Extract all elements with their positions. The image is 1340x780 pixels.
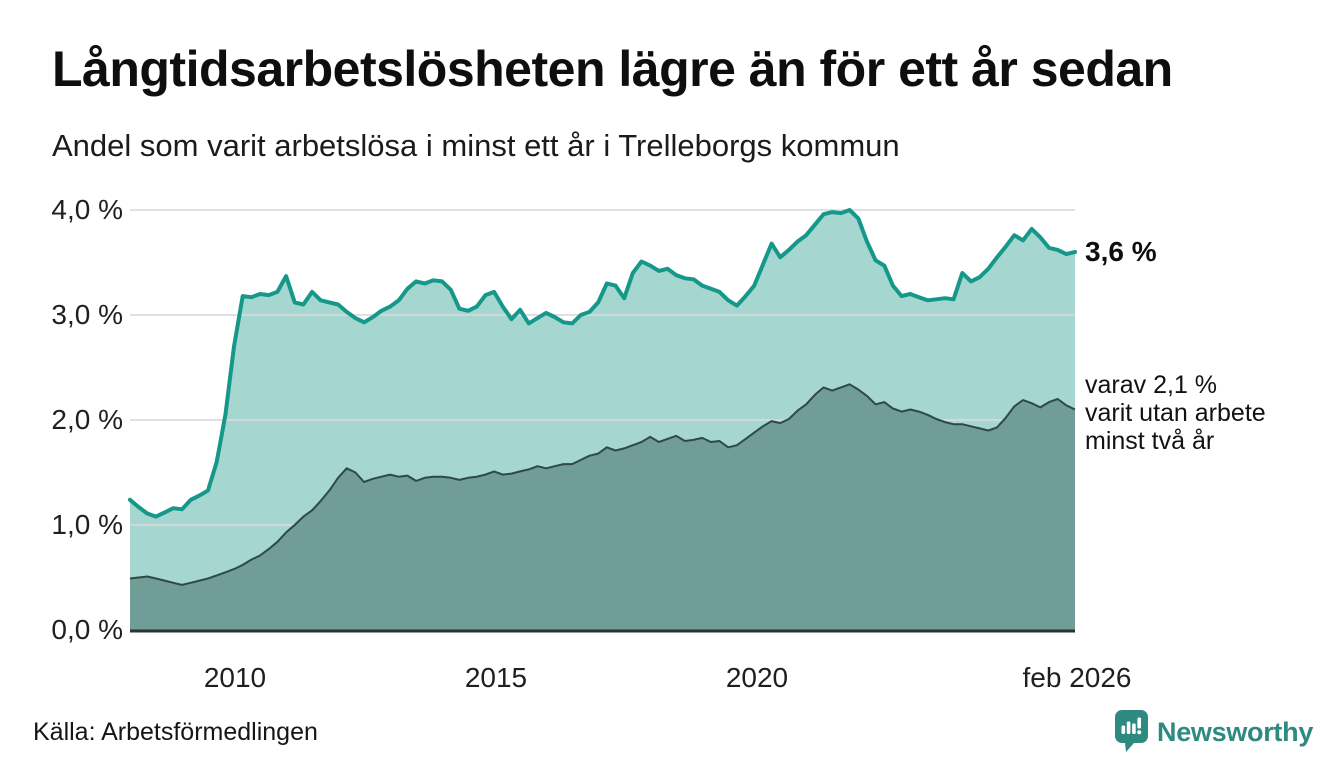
x-axis-tick: 2020: [725, 662, 789, 693]
x-axis-tick: 2010: [203, 662, 267, 693]
x-axis-tick: 2015: [464, 662, 528, 693]
y-axis-tick: 4,0 %: [51, 194, 123, 225]
annotation-line: varav 2,1 %: [1085, 371, 1218, 399]
series2-annotation: varav 2,1 % varit utan arbete minst två …: [1085, 371, 1266, 455]
newsworthy-logo: Newsworthy: [1115, 710, 1313, 754]
annotation-line: minst två år: [1085, 427, 1215, 455]
y-axis-tick: 2,0 %: [51, 404, 123, 435]
y-axis-tick: 0,0 %: [51, 614, 123, 645]
annotation-line: varit utan arbete: [1085, 399, 1266, 427]
y-axis-tick: 3,0 %: [51, 299, 123, 330]
chart-subtitle: Andel som varit arbetslösa i minst ett å…: [52, 128, 900, 163]
x-axis-tick: feb 2026: [1022, 662, 1132, 693]
newsworthy-logo-text: Newsworthy: [1157, 716, 1314, 747]
source-credit: Källa: Arbetsförmedlingen: [33, 718, 318, 746]
y-axis-tick: 1,0 %: [51, 509, 123, 540]
newsworthy-logo-icon: [1115, 710, 1148, 752]
chart-title: Långtidsarbetslösheten lägre än för ett …: [52, 41, 1173, 97]
series1-end-value-label: 3,6 %: [1085, 236, 1157, 267]
